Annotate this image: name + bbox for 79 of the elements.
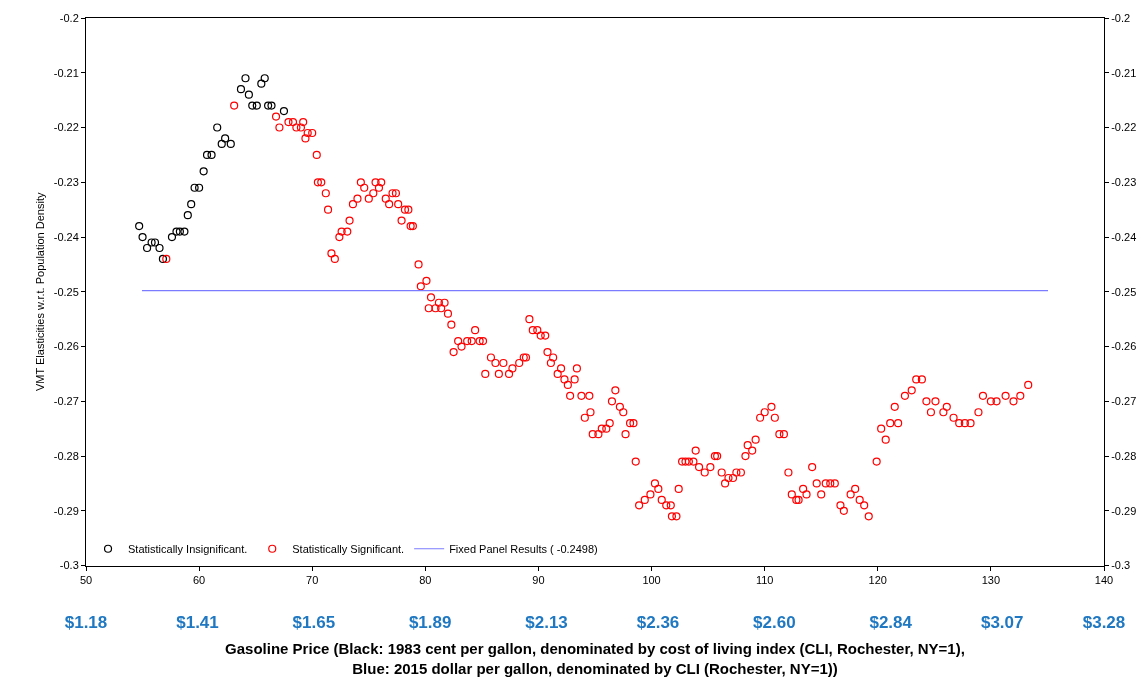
- y-tick-label: -0.24: [53, 230, 79, 243]
- x-tick-label: 140: [1094, 573, 1114, 586]
- point: [264, 101, 273, 110]
- y2-tick-label: -0.2: [1111, 11, 1131, 24]
- point: [221, 134, 230, 143]
- point: [267, 101, 276, 110]
- y-tick-label: -0.29: [53, 504, 79, 517]
- point: [244, 90, 253, 99]
- point: [248, 101, 257, 110]
- x2-tick-label: $2.60: [753, 613, 796, 632]
- y2-tick-label: -0.22: [1111, 121, 1137, 134]
- x-tick-label: 100: [642, 573, 661, 586]
- y-tick-label: -0.21: [53, 66, 79, 79]
- y2-tick-label: -0.21: [1111, 66, 1137, 79]
- point: [167, 232, 177, 242]
- y-tick-label: -0.3: [59, 559, 79, 572]
- point: [158, 254, 168, 264]
- x2-tick-label: $3.28: [1082, 613, 1126, 632]
- x-tick-label: 90: [532, 573, 545, 586]
- x-tick-label: 110: [755, 573, 774, 586]
- y2-tick-label: -0.25: [1111, 285, 1137, 298]
- y2-tick-label: -0.24: [1111, 230, 1137, 243]
- point: [260, 74, 269, 83]
- y2-tick-label: -0.3: [1111, 559, 1131, 572]
- point: [135, 221, 144, 231]
- x2-tick-label: $3.07: [980, 613, 1024, 632]
- x-tick-label: 80: [419, 573, 432, 586]
- legend-label: Statistically Significant.: [292, 543, 405, 556]
- y-axis-title: VMT Elasticities w.r.t. Population Density: [34, 192, 47, 392]
- point: [199, 167, 208, 176]
- point: [236, 85, 246, 94]
- point: [142, 243, 152, 253]
- point: [202, 150, 212, 159]
- y-tick-label: -0.28: [53, 449, 79, 462]
- point: [155, 243, 164, 253]
- y-tick-label: -0.23: [53, 176, 79, 189]
- legend-label: Statistically Insignificant.: [128, 543, 248, 556]
- point: [257, 79, 266, 88]
- y2-tick-label: -0.23: [1111, 176, 1137, 189]
- x2-tick-label: $1.41: [176, 613, 219, 632]
- point: [226, 139, 235, 149]
- point: [213, 123, 222, 132]
- x2-tick-label: $1.65: [292, 613, 336, 632]
- point: [180, 227, 189, 236]
- y2-tick-label: -0.28: [1111, 449, 1137, 462]
- y2-tick-label: -0.27: [1111, 395, 1137, 408]
- point: [138, 232, 147, 242]
- x-tick-label: 130: [981, 573, 1001, 586]
- x-axis-title: Gasoline Price (Black: 1983 cent per gallon, denominated by cost of living index (CLI, Rochester, NY=1), Blue: 2015 dollar per gallon, denominated by CLI (Rochester, NY=1)): [225, 640, 965, 677]
- point: [187, 200, 196, 209]
- x-tick-label: 120: [868, 573, 887, 586]
- point: [279, 106, 289, 116]
- legend-label: Fixed Panel Results ( -0.2498): [449, 543, 598, 556]
- point: [172, 227, 181, 236]
- y2-tick-label: -0.29: [1111, 504, 1137, 517]
- x2-tick-label: $2.13: [525, 613, 568, 632]
- point: [241, 74, 250, 83]
- y2-tick-label: -0.26: [1111, 340, 1137, 353]
- x2-tick-label: $1.18: [64, 613, 108, 632]
- x-tick-label: 50: [79, 573, 93, 586]
- point: [217, 139, 226, 149]
- point: [207, 150, 216, 159]
- x-tick-label: 60: [192, 573, 206, 586]
- point: [252, 101, 261, 110]
- point: [195, 183, 204, 192]
- x2-tick-label: $2.36: [636, 613, 680, 632]
- x-tick-label: 70: [306, 573, 319, 586]
- x2-tick-label: $2.84: [869, 613, 913, 632]
- point: [147, 238, 156, 247]
- point: [190, 183, 199, 192]
- point: [175, 227, 184, 236]
- y-tick-label: -0.2: [59, 11, 79, 24]
- point: [150, 238, 160, 247]
- y-tick-label: -0.25: [53, 285, 79, 298]
- x2-tick-label: $1.89: [408, 613, 452, 632]
- y-tick-label: -0.27: [53, 395, 79, 408]
- y-tick-label: -0.26: [53, 340, 79, 353]
- y-tick-label: -0.22: [53, 121, 79, 134]
- point: [183, 211, 192, 220]
